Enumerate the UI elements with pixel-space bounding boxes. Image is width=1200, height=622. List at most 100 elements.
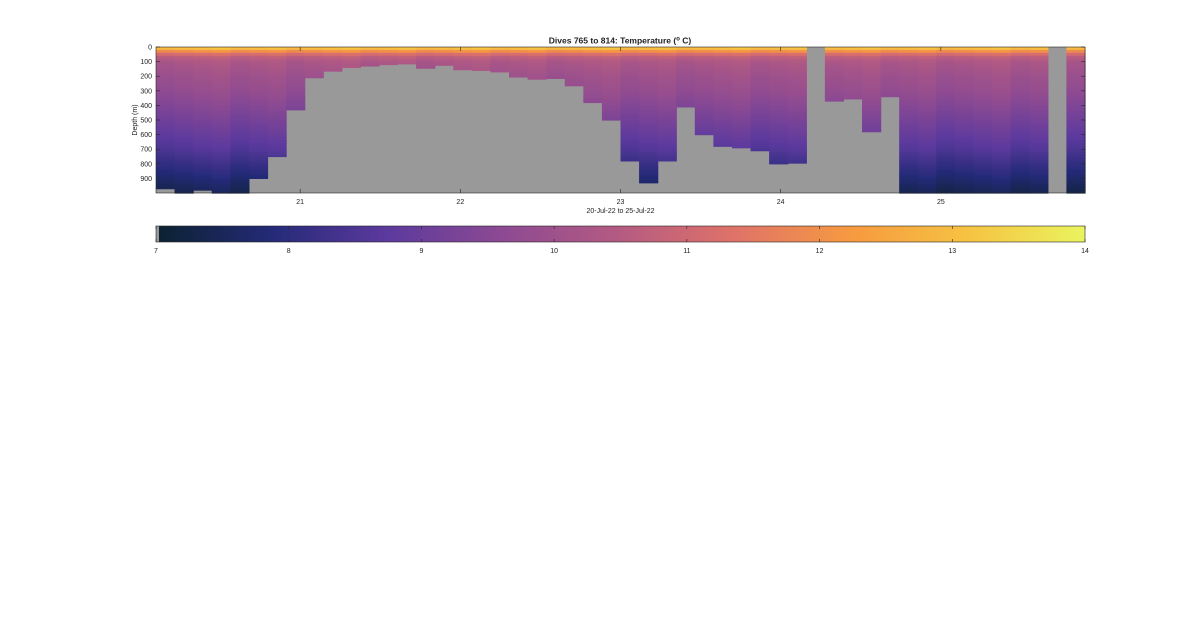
- heatmap-cell: [620, 134, 640, 139]
- heatmap-cell: [973, 175, 993, 179]
- heatmap-cell: [769, 58, 789, 63]
- heatmap-cell: [917, 169, 937, 174]
- heatmap-cell: [1066, 117, 1086, 121]
- heatmap-cell: [230, 120, 250, 124]
- heatmap-cell: [917, 178, 937, 182]
- heatmap-cell: [750, 93, 770, 98]
- heatmap-cell: [453, 49, 473, 54]
- heatmap-cell: [267, 73, 287, 77]
- heatmap-cell: [992, 73, 1012, 77]
- heatmap-cell: [992, 134, 1012, 139]
- heatmap-cell: [713, 117, 733, 121]
- heatmap-cell: [899, 178, 919, 182]
- heatmap-cell: [156, 96, 176, 101]
- heatmap-cell: [174, 149, 194, 153]
- heatmap-cell: [713, 58, 733, 63]
- heatmap-cell: [936, 76, 956, 80]
- heatmap-cell: [862, 84, 882, 89]
- heatmap-cell: [156, 99, 176, 104]
- heatmap-cell: [156, 137, 176, 142]
- heatmap-cell: [899, 108, 919, 112]
- heatmap-cell: [973, 108, 993, 112]
- dive-profile-column: [546, 47, 566, 79]
- heatmap-cell: [676, 49, 696, 54]
- heatmap-cell: [527, 76, 547, 80]
- heatmap-cell: [899, 90, 919, 95]
- heatmap-cell: [936, 47, 956, 51]
- heatmap-cell: [211, 108, 231, 112]
- heatmap-cell: [193, 152, 213, 156]
- heatmap-cell: [583, 90, 603, 95]
- heatmap-cell: [620, 82, 640, 86]
- heatmap-cell: [156, 64, 176, 69]
- heatmap-cell: [211, 187, 231, 191]
- heatmap-cell: [787, 52, 807, 57]
- heatmap-cell: [1010, 49, 1030, 54]
- heatmap-cell: [211, 79, 231, 83]
- dive-profile-column: [174, 47, 194, 194]
- heatmap-cell: [174, 117, 194, 121]
- heatmap-cell: [620, 76, 640, 80]
- heatmap-cell: [248, 64, 269, 69]
- heatmap-cell: [286, 64, 306, 69]
- heatmap-cell: [936, 117, 956, 121]
- heatmap-cell: [267, 131, 287, 136]
- heatmap-cell: [267, 140, 287, 144]
- heatmap-cell: [1066, 102, 1086, 106]
- heatmap-cell: [230, 58, 250, 63]
- heatmap-cell: [583, 70, 603, 74]
- heatmap-cell: [1066, 93, 1086, 98]
- y-tick-label: 100: [140, 59, 152, 66]
- heatmap-cell: [174, 137, 194, 142]
- heatmap-cell: [843, 79, 863, 83]
- dive-profile-column: [917, 47, 937, 194]
- heatmap-cell: [731, 117, 752, 121]
- heatmap-cell: [193, 76, 213, 80]
- dive-profile-column: [156, 47, 176, 190]
- heatmap-cell: [713, 52, 733, 57]
- heatmap-cell: [954, 155, 975, 159]
- heatmap-cell: [1029, 120, 1049, 124]
- heatmap-cell: [954, 67, 975, 71]
- heatmap-cell: [193, 108, 213, 112]
- heatmap-cell: [731, 52, 752, 57]
- heatmap-cell: [1066, 137, 1086, 142]
- heatmap-cell: [787, 79, 807, 83]
- heatmap-cell: [267, 55, 287, 60]
- heatmap-cell: [230, 149, 250, 153]
- heatmap-cell: [286, 55, 306, 60]
- heatmap-cell: [174, 64, 194, 69]
- heatmap-cell: [992, 157, 1012, 162]
- heatmap-cell: [824, 49, 845, 54]
- heatmap-cell: [174, 160, 194, 165]
- dive-profile-column: [341, 47, 361, 69]
- heatmap-cell: [973, 134, 993, 139]
- heatmap-cell: [992, 120, 1012, 124]
- heatmap-cell: [713, 61, 733, 66]
- heatmap-cell: [193, 79, 213, 83]
- heatmap-cell: [211, 102, 231, 106]
- heatmap-cell: [1029, 131, 1049, 136]
- heatmap-cell: [490, 55, 510, 60]
- heatmap-cell: [1010, 175, 1030, 179]
- heatmap-cell: [731, 146, 752, 149]
- heatmap-cell: [731, 128, 752, 133]
- heatmap-cell: [769, 157, 789, 162]
- heatmap-cell: [267, 79, 287, 83]
- heatmap-cell: [731, 93, 752, 98]
- heatmap-cell: [787, 108, 807, 112]
- heatmap-cell: [639, 163, 659, 168]
- heatmap-cell: [267, 87, 287, 92]
- heatmap-cell: [211, 55, 231, 60]
- heatmap-cell: [862, 58, 882, 63]
- heatmap-cell: [211, 96, 231, 101]
- heatmap-cell: [676, 99, 696, 104]
- heatmap-cell: [193, 169, 213, 174]
- heatmap-cell: [156, 146, 176, 150]
- heatmap-cell: [639, 178, 659, 182]
- heatmap-cell: [304, 61, 324, 66]
- heatmap-cell: [211, 47, 231, 51]
- heatmap-cell: [750, 128, 770, 133]
- heatmap-cell: [694, 52, 714, 57]
- heatmap-cell: [676, 96, 696, 101]
